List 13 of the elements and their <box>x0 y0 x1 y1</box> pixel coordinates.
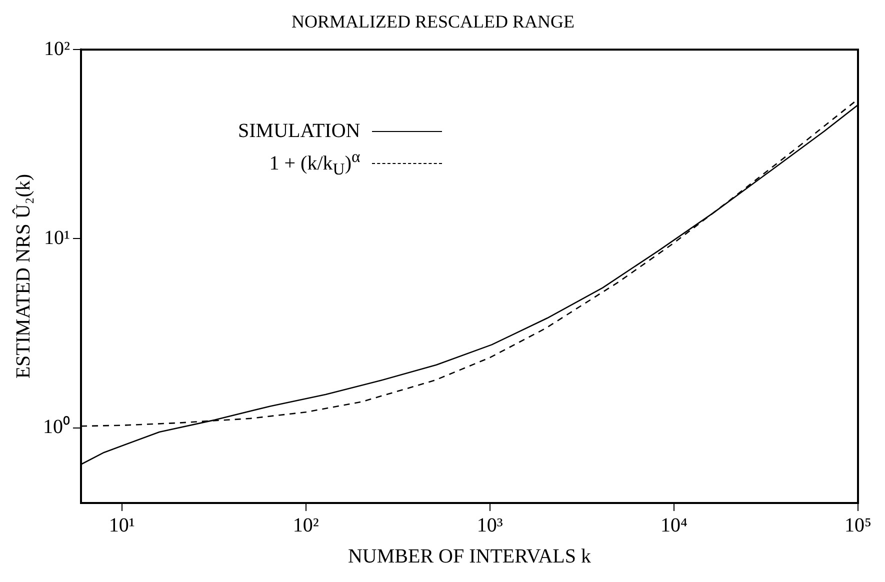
x-tick-label: 10³ <box>476 514 503 536</box>
legend-label: SIMULATION <box>238 119 360 144</box>
x-tick-label: 10⁵ <box>844 514 872 536</box>
x-axis-title: NUMBER OF INTERVALS k <box>348 545 592 568</box>
x-tick-label: 10⁴ <box>660 514 688 536</box>
y-axis-title: ESTIMATED NRS Û₂(k) <box>11 174 34 379</box>
y-tick-label: 10² <box>44 38 70 60</box>
chart-title: NORMALIZED RESCALED RANGE <box>292 12 574 32</box>
x-tick-label: 10¹ <box>108 514 135 536</box>
legend-label: 1 + (k/k$_{U}$)$^{α}$ <box>269 146 360 181</box>
x-tick-label: 10² <box>292 514 319 536</box>
y-tick-label: 10⁰ <box>43 415 70 438</box>
y-tick-label: 10¹ <box>44 226 70 249</box>
